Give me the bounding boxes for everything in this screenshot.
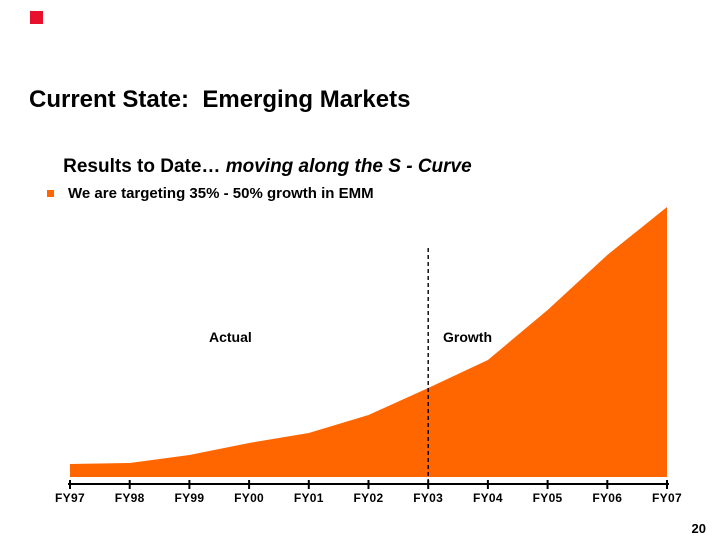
bullet-item: We are targeting 35% - 50% growth in EMM (47, 185, 374, 202)
x-axis-label: FY04 (472, 491, 503, 505)
x-axis-label: FY00 (234, 491, 265, 505)
page-number: 20 (691, 521, 706, 536)
x-axis-label: FY06 (592, 491, 623, 505)
slide-title: Current State: Emerging Markets (29, 86, 411, 113)
bullet-text: We are targeting 35% - 50% growth in EMM (68, 185, 374, 202)
chart-label-actual: Actual (209, 329, 252, 345)
bullet-square-icon (47, 190, 54, 197)
chart-label-growth: Growth (443, 329, 492, 345)
subtitle-regular-text: Results to Date… (63, 156, 226, 177)
x-axis-label: FY98 (114, 491, 145, 505)
slide-subtitle: Results to Date… moving along the S - Cu… (42, 134, 472, 200)
x-axis-label: FY07 (652, 491, 682, 505)
x-axis-label: FY97 (55, 491, 85, 505)
x-axis-label: FY03 (413, 491, 444, 505)
x-axis-label: FY01 (293, 491, 324, 505)
area-series-shape (70, 207, 667, 477)
x-axis-label: FY05 (532, 491, 563, 505)
subtitle-italic-text: moving along the S - Curve (225, 156, 472, 177)
x-axis-ticks (69, 480, 668, 489)
x-axis-label: FY02 (353, 491, 384, 505)
x-axis-label: FY99 (174, 491, 205, 505)
slide-accent-square-icon (30, 11, 43, 24)
